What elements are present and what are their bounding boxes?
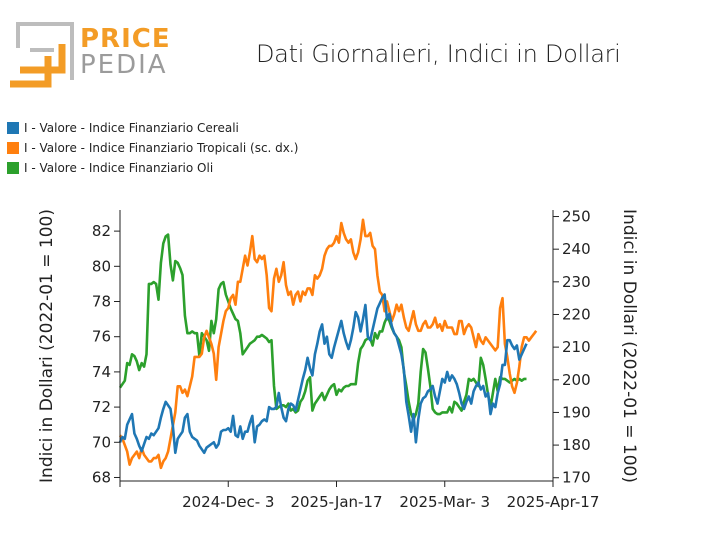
right-tick-label: 170 [562, 469, 591, 487]
left-tick-label: 76 [92, 328, 111, 346]
legend-swatch-oli [7, 162, 19, 174]
logo-mark-icon [10, 22, 74, 88]
left-tick-label: 82 [92, 222, 111, 240]
legend-label-cereali: I - Valore - Indice Finanziario Cereali [24, 121, 239, 135]
right-axis-label: Indici in Dollari (2022-01 = 100) [619, 209, 639, 483]
chart-legend: I - Valore - Indice Finanziario Cereali … [7, 118, 298, 178]
pricepedia-logo: PRICE PEDIA [8, 22, 171, 92]
right-tick-label: 210 [562, 338, 591, 356]
right-tick-label: 220 [562, 305, 591, 323]
right-tick-label: 180 [562, 436, 591, 454]
legend-label-oli: I - Valore - Indice Finanziario Oli [24, 161, 214, 175]
right-tick-label: 250 [562, 208, 591, 226]
logo-word-pedia: PEDIA [80, 50, 168, 80]
left-tick-label: 70 [92, 433, 111, 451]
x-tick-label: 2024-Dec- 3 [182, 493, 274, 511]
left-tick-label: 68 [92, 468, 111, 486]
x-axis: 2024-Dec- 3 2025-Jan-17 2025-Mar- 3 2025-Ap… [119, 480, 600, 511]
right-y-axis: 170 180 190 200 210 220 230 240 250 [552, 208, 591, 487]
legend-item-oli[interactable]: I - Valore - Indice Finanziario Oli [7, 158, 298, 178]
right-tick-label: 230 [562, 273, 591, 291]
left-y-axis: 68 70 72 74 76 78 80 82 [92, 210, 121, 486]
logo-word-price: PRICE [80, 24, 171, 54]
left-tick-label: 72 [92, 398, 111, 416]
legend-item-tropicali[interactable]: I - Valore - Indice Finanziario Tropical… [7, 138, 298, 158]
right-tick-label: 200 [562, 371, 591, 389]
legend-swatch-cereali [7, 122, 19, 134]
left-axis-label: Indici in Dollari (2022-01 = 100) [37, 209, 57, 483]
series-layer [118, 218, 538, 470]
legend-label-tropicali: I - Valore - Indice Finanziario Tropical… [24, 141, 299, 155]
right-tick-label: 240 [562, 240, 591, 258]
left-tick-label: 74 [92, 363, 111, 381]
series-line-tropicali [118, 218, 538, 470]
left-tick-label: 78 [92, 293, 111, 311]
left-tick-label: 80 [92, 257, 111, 275]
legend-swatch-tropicali [7, 142, 19, 154]
right-tick-label: 190 [562, 403, 591, 421]
x-tick-label: 2025-Jan-17 [290, 493, 382, 511]
x-tick-label: 2025-Apr-17 [507, 493, 600, 511]
series-line-oli [118, 233, 527, 421]
series-line-cereali [118, 293, 528, 455]
chart-title: Dati Giornalieri, Indici in Dollari [256, 40, 621, 68]
x-tick-label: 2025-Mar- 3 [399, 493, 490, 511]
legend-item-cereali[interactable]: I - Valore - Indice Finanziario Cereali [7, 118, 298, 138]
